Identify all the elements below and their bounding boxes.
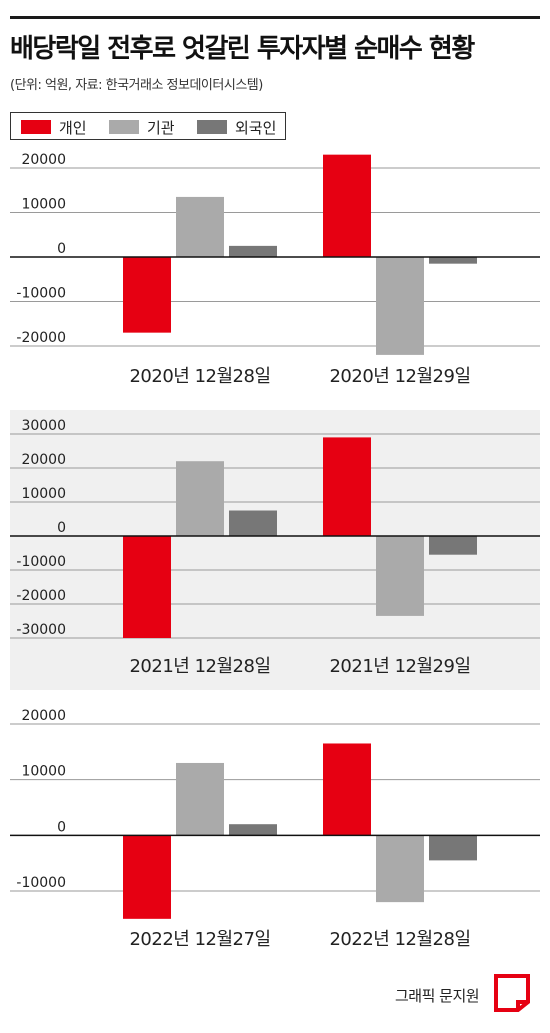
y-tick-label: -10000	[16, 554, 66, 570]
y-tick-label: 10000	[21, 197, 66, 213]
bar-foreign	[429, 835, 477, 861]
legend-swatch-individual	[21, 120, 51, 134]
category-label: 2021년 12월28일	[129, 656, 270, 677]
legend-label-foreign: 외국인	[235, 118, 277, 137]
bar-foreign	[229, 245, 277, 257]
bar-institution	[376, 536, 424, 616]
y-tick-label: -20000	[16, 330, 66, 346]
chart-subtitle: (단위: 억원, 자료: 한국거래소 정보데이터시스템)	[10, 78, 263, 93]
bar-individual	[323, 743, 371, 836]
category-label: 2021년 12월29일	[329, 656, 470, 677]
bar-foreign	[229, 824, 277, 836]
legend-item-individual: 개인	[21, 118, 87, 137]
legend-item-institution: 기관	[109, 118, 175, 137]
bar-foreign	[429, 536, 477, 555]
category-label: 2020년 12월28일	[129, 366, 270, 387]
y-tick-label: 20000	[21, 152, 66, 168]
legend-label-institution: 기관	[147, 118, 175, 137]
chart-panel-2022: 20000 10000 0 -10000 2022년 12월27일 2022년 12월28…	[10, 700, 540, 960]
y-tick-label: 0	[57, 520, 66, 536]
y-tick-label: -10000	[16, 286, 66, 302]
y-tick-label: -10000	[16, 875, 66, 891]
bar-institution	[176, 196, 224, 257]
legend-swatch-institution	[109, 120, 139, 134]
chart-title: 배당락일 전후로 엇갈린 투자자별 순매수 현황	[10, 34, 475, 64]
category-label: 2022년 12월27일	[129, 929, 270, 950]
y-tick-label: -30000	[16, 622, 66, 638]
legend-label-individual: 개인	[59, 118, 87, 137]
top-rule	[10, 16, 540, 19]
legend-swatch-foreign	[197, 120, 227, 134]
y-tick-label: 20000	[21, 708, 66, 724]
y-tick-label: -20000	[16, 588, 66, 604]
footer-credit: 그래픽 문지원	[395, 987, 480, 1005]
bar-institution	[376, 835, 424, 903]
chart-panel-2021: 30000 20000 10000 0 -10000 -20000 -30000 2021년 …	[10, 410, 540, 690]
bar-individual	[323, 154, 371, 257]
bar-individual	[123, 835, 171, 919]
y-tick-label: 20000	[21, 452, 66, 468]
y-tick-label: 30000	[21, 418, 66, 434]
chart-svg-2022: 20000 10000 0 -10000 2022년 12월27일 2022년 12월28…	[10, 708, 540, 950]
y-tick-label: 10000	[21, 486, 66, 502]
legend: 개인 기관 외국인	[10, 112, 286, 140]
chart-svg-2020: 20000 10000 0 -10000 -20000 2020년 12월28일 2020년…	[10, 152, 540, 387]
bar-institution	[176, 461, 224, 536]
category-label: 2020년 12월29일	[329, 366, 470, 387]
chart-svg-2021: 30000 20000 10000 0 -10000 -20000 -30000 2021년 …	[10, 410, 540, 690]
legend-item-foreign: 외국인	[197, 118, 277, 137]
y-tick-label: 0	[57, 819, 66, 835]
bar-individual	[123, 536, 171, 638]
y-tick-label: 0	[57, 241, 66, 257]
bar-foreign	[229, 510, 277, 536]
bar-foreign	[429, 257, 477, 264]
bar-individual	[323, 437, 371, 536]
bar-institution	[176, 762, 224, 836]
bar-institution	[376, 257, 424, 355]
chart-panel-2020: 20000 10000 0 -10000 -20000 2020년 12월28일 2020년…	[10, 150, 540, 395]
bar-individual	[123, 257, 171, 333]
y-tick-label: 10000	[21, 764, 66, 780]
logo-icon	[492, 972, 532, 1018]
category-label: 2022년 12월28일	[329, 929, 470, 950]
